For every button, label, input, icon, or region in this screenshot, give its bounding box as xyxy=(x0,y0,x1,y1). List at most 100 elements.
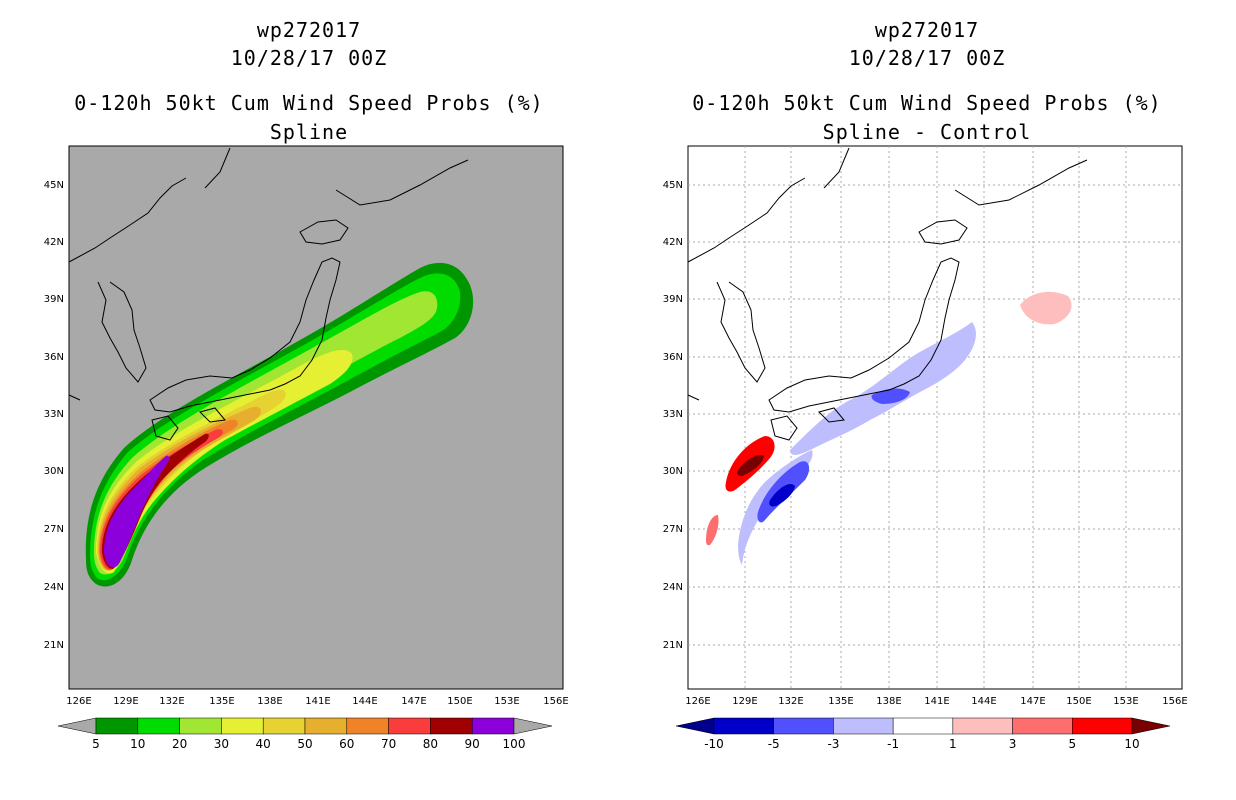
lon-tick: 132E xyxy=(778,696,803,707)
swath-90 xyxy=(104,455,169,568)
diff-dark-blue xyxy=(769,483,795,507)
colorbar-swatch xyxy=(892,717,954,735)
right-gridlines xyxy=(688,146,1182,689)
right-title-product: 0-120h 50kt Cum Wind Speed Probs (%) xyxy=(692,91,1162,115)
lon-tick: 144E xyxy=(971,696,996,707)
left-map-background xyxy=(68,145,564,690)
colorbar-low-arrow xyxy=(675,717,715,735)
lon-tick: 126E xyxy=(685,696,710,707)
diff-blue-2 xyxy=(871,388,910,404)
right-lon-ticks: 126E 129E 132E 135E 138E 141E 144E 147E … xyxy=(685,696,1187,707)
lon-tick: 138E xyxy=(876,696,901,707)
left-title-product: 0-120h 50kt Cum Wind Speed Probs (%) xyxy=(74,91,544,115)
colorbar-label: 50 xyxy=(297,737,312,751)
left-coastlines xyxy=(68,147,469,441)
colorbar-label: 70 xyxy=(381,737,396,751)
colorbar-swatch xyxy=(713,717,774,735)
lat-tick: 30N xyxy=(663,466,683,477)
colorbar-swatch xyxy=(952,717,1013,735)
lat-tick: 24N xyxy=(663,582,683,593)
lon-tick: 138E xyxy=(257,696,282,707)
colorbar-high-arrow xyxy=(1131,717,1171,735)
lon-tick: 150E xyxy=(447,696,472,707)
right-colorbar: -10 -5 -3 -1 1 3 5 10 xyxy=(675,717,1171,751)
diff-red-2 xyxy=(706,515,719,546)
lat-tick: 21N xyxy=(44,640,64,651)
colorbar-swatch xyxy=(773,717,834,735)
lat-tick: 45N xyxy=(44,180,64,191)
right-title-method: Spline - Control xyxy=(822,120,1032,144)
colorbar-label: 5 xyxy=(92,737,100,751)
colorbar-label: 1 xyxy=(949,737,957,751)
right-difference-field xyxy=(706,291,1072,565)
colorbar-label: -10 xyxy=(704,737,724,751)
colorbar-label: -5 xyxy=(768,737,780,751)
lon-tick: 132E xyxy=(159,696,184,707)
lon-tick: 129E xyxy=(113,696,138,707)
lat-tick: 36N xyxy=(44,352,64,363)
right-title-storm-id: wp272017 xyxy=(874,18,980,42)
lon-tick: 147E xyxy=(1020,696,1045,707)
colorbar-label: 80 xyxy=(423,737,438,751)
lon-tick: 153E xyxy=(1113,696,1138,707)
lon-tick: 129E xyxy=(732,696,757,707)
lat-tick: 42N xyxy=(44,237,64,248)
lon-tick: 135E xyxy=(828,696,853,707)
left-title-storm-id: wp272017 xyxy=(256,18,362,42)
colorbar-swatch xyxy=(1072,717,1133,735)
lon-tick: 150E xyxy=(1066,696,1091,707)
lon-tick: 135E xyxy=(209,696,234,707)
right-title-date: 10/28/17 00Z xyxy=(848,46,1006,70)
left-lat-ticks: 45N 42N 39N 36N 33N 30N 27N 24N 21N xyxy=(44,180,64,651)
diff-light-blue xyxy=(790,322,976,455)
lat-tick: 36N xyxy=(663,352,683,363)
lat-tick: 27N xyxy=(663,524,683,535)
colorbar-label: 10 xyxy=(1124,737,1139,751)
lat-tick: 33N xyxy=(44,409,64,420)
colorbar-label: 100 xyxy=(503,737,526,751)
right-map-background xyxy=(687,145,1183,690)
colorbar-label: 3 xyxy=(1009,737,1017,751)
lon-tick: 126E xyxy=(66,696,91,707)
swath-30 xyxy=(96,349,353,574)
lat-tick: 24N xyxy=(44,582,64,593)
lat-tick: 27N xyxy=(44,524,64,535)
lon-tick: 153E xyxy=(494,696,519,707)
lon-tick: 141E xyxy=(305,696,330,707)
colorbar-label: -3 xyxy=(827,737,839,751)
left-lon-ticks: 126E 129E 132E 135E 138E 141E 144E 147E … xyxy=(66,696,568,707)
left-colorbar: 5 10 20 30 40 50 60 70 80 90 100 xyxy=(57,717,553,751)
lon-tick: 156E xyxy=(1162,696,1187,707)
lon-tick: 141E xyxy=(924,696,949,707)
lat-tick: 45N xyxy=(663,180,683,191)
colorbar-high-arrow xyxy=(513,717,553,735)
lat-tick: 21N xyxy=(663,640,683,651)
left-probability-swath xyxy=(85,262,474,587)
colorbar-label: -1 xyxy=(887,737,899,751)
diff-light-red xyxy=(1020,291,1072,325)
colorbar-label: 90 xyxy=(465,737,480,751)
colorbar-swatch xyxy=(833,717,894,735)
left-map-figure: 45N 42N 39N 36N 33N 30N 27N 24N 21N 126E… xyxy=(44,145,569,751)
colorbar-label: 40 xyxy=(256,737,271,751)
lat-tick: 42N xyxy=(663,237,683,248)
colorbar-label: 20 xyxy=(172,737,187,751)
right-coastlines xyxy=(687,147,1088,441)
colorbar-label: 5 xyxy=(1068,737,1076,751)
lon-tick: 144E xyxy=(352,696,377,707)
lat-tick: 39N xyxy=(663,294,683,305)
right-lat-ticks: 45N 42N 39N 36N 33N 30N 27N 24N 21N xyxy=(663,180,683,651)
colorbar-swatch xyxy=(1012,717,1073,735)
left-title-date: 10/28/17 00Z xyxy=(230,46,388,70)
colorbar-label: 60 xyxy=(339,737,354,751)
lon-tick: 156E xyxy=(543,696,568,707)
lat-tick: 33N xyxy=(663,409,683,420)
lat-tick: 39N xyxy=(44,294,64,305)
diff-dark-red xyxy=(737,454,764,476)
lat-tick: 30N xyxy=(44,466,64,477)
colorbar-label: 10 xyxy=(130,737,145,751)
lon-tick: 147E xyxy=(401,696,426,707)
colorbar-label: 30 xyxy=(214,737,229,751)
left-title-method: Spline xyxy=(269,120,349,144)
